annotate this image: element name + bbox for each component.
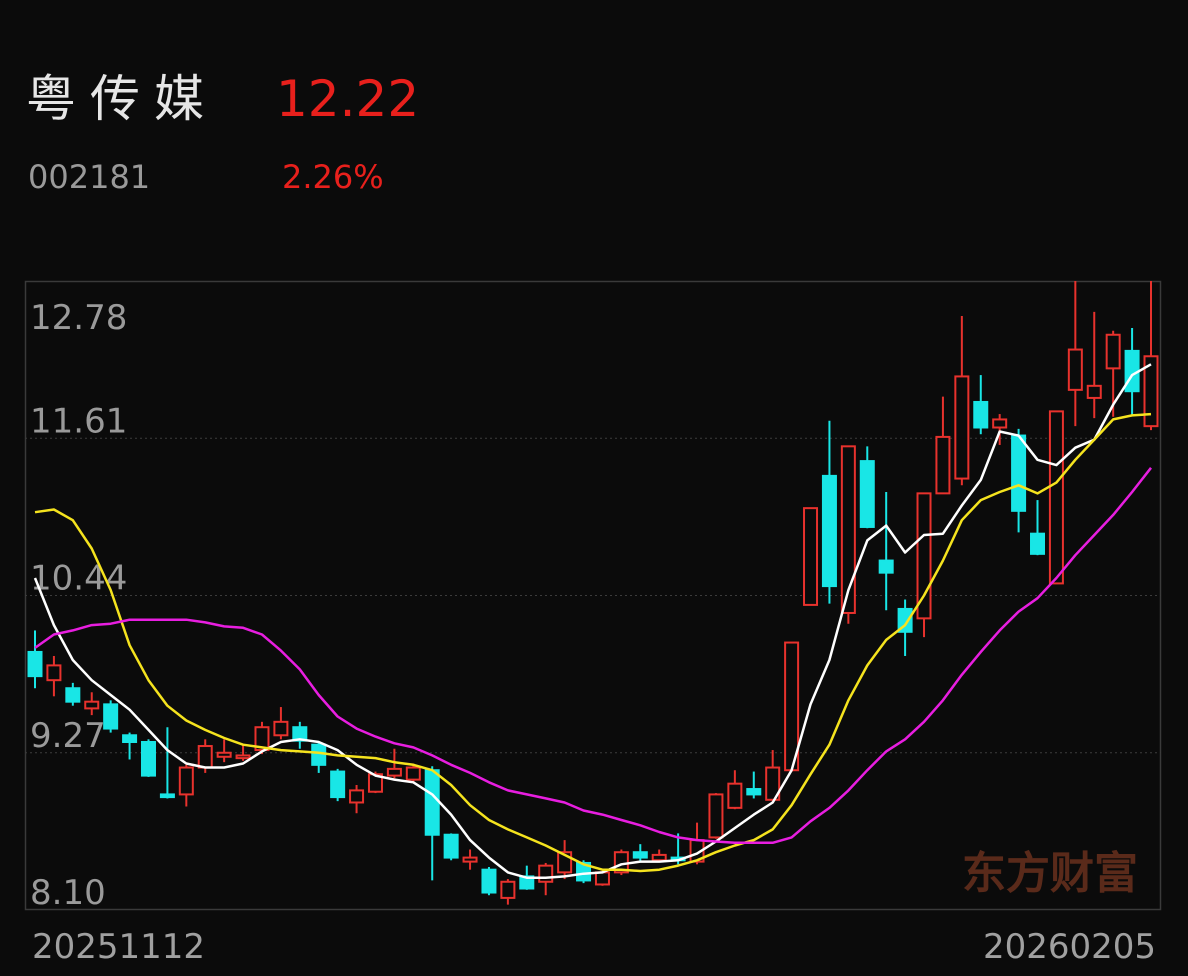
candle-body bbox=[386, 767, 402, 777]
candle-body bbox=[519, 875, 535, 890]
candle-body bbox=[235, 754, 251, 760]
candle-body bbox=[159, 793, 175, 799]
x-tick-label: 20260205 bbox=[983, 927, 1156, 967]
x-tick-label: 20251112 bbox=[32, 927, 205, 967]
candle-body bbox=[46, 664, 62, 682]
candle-body bbox=[65, 687, 81, 703]
candle-body bbox=[349, 789, 365, 804]
candle-body bbox=[292, 726, 308, 742]
candle-body bbox=[424, 769, 440, 836]
candle-body bbox=[859, 460, 875, 528]
candle-body bbox=[973, 400, 989, 429]
stock-code: 002181 bbox=[28, 158, 150, 196]
candle-body bbox=[878, 559, 894, 574]
candle-body bbox=[500, 880, 516, 899]
candle-body bbox=[1086, 384, 1102, 399]
candle-body bbox=[311, 743, 327, 766]
candle-body bbox=[27, 650, 43, 678]
candle-body bbox=[821, 474, 837, 588]
candle-body bbox=[1048, 410, 1064, 585]
moving-average-line bbox=[34, 467, 1152, 845]
candle-body bbox=[746, 788, 762, 796]
y-tick-label: 9.27 bbox=[30, 716, 106, 756]
candle-body bbox=[935, 435, 951, 495]
moving-average-line bbox=[34, 412, 1152, 873]
candle-body bbox=[651, 853, 667, 862]
candle-body bbox=[840, 445, 856, 614]
candle-body bbox=[1067, 348, 1083, 391]
candle-body bbox=[727, 782, 743, 809]
candle-body bbox=[84, 700, 100, 710]
candle-body bbox=[765, 766, 781, 801]
candle-body bbox=[1124, 349, 1140, 393]
candle-body bbox=[481, 868, 497, 894]
candle-body bbox=[1143, 355, 1159, 428]
candle-body bbox=[594, 871, 610, 886]
candle-body bbox=[140, 740, 156, 777]
candle-body bbox=[803, 507, 819, 606]
candle-body bbox=[197, 745, 213, 769]
candle-body bbox=[273, 720, 289, 737]
candle-body bbox=[1030, 532, 1046, 555]
candle-body bbox=[632, 851, 648, 859]
candle-body bbox=[122, 734, 138, 743]
candle-body bbox=[103, 703, 119, 730]
watermark: 东方财富 bbox=[962, 848, 1138, 899]
candle-body bbox=[330, 770, 346, 799]
candle-body bbox=[538, 864, 554, 883]
candle-body bbox=[405, 766, 421, 781]
candle-body bbox=[954, 375, 970, 480]
candle-body bbox=[462, 856, 478, 863]
candle-body bbox=[1105, 333, 1121, 370]
candle-body bbox=[992, 418, 1008, 429]
y-tick-label: 11.61 bbox=[30, 401, 127, 441]
candle-body bbox=[916, 492, 932, 620]
stock-change: 2.26% bbox=[282, 158, 384, 196]
y-tick-label: 12.78 bbox=[30, 298, 127, 338]
y-tick-label: 8.10 bbox=[30, 873, 106, 913]
stock-price: 12.22 bbox=[276, 70, 419, 128]
candle-body bbox=[708, 793, 724, 839]
stock-name: 粤传媒 bbox=[26, 70, 218, 128]
candle-body bbox=[1011, 434, 1027, 512]
candle-body bbox=[178, 766, 194, 796]
moving-average-line bbox=[33, 363, 1152, 879]
candle-body bbox=[443, 833, 459, 859]
candle-body bbox=[216, 751, 232, 758]
